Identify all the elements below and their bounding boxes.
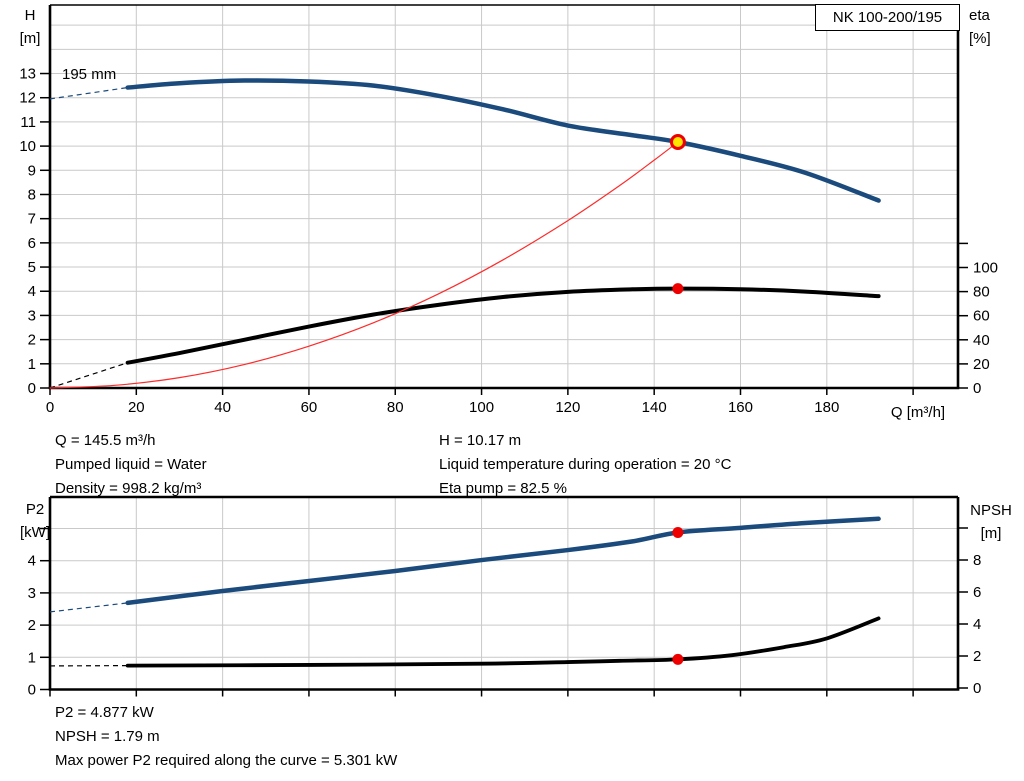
left-tick-label: 8	[28, 186, 36, 203]
h-axis-title: H [m]	[12, 4, 48, 50]
eta-axis-unit: [%]	[969, 30, 991, 47]
left-tick-label: 13	[19, 66, 36, 83]
left-tick-label: 12	[19, 90, 36, 107]
right-tick-label: 100	[973, 260, 998, 277]
eta-axis-symbol: eta	[969, 7, 990, 24]
head-curve-195mm	[125, 78, 881, 203]
p2-axis-unit: [kW]	[20, 524, 50, 541]
x-tick-label: 40	[214, 399, 231, 416]
npsh-point[interactable]	[672, 653, 684, 665]
eta-axis-title: eta [%]	[969, 4, 1019, 50]
left-tick-label: 3	[28, 585, 36, 602]
right-tick-label: 0	[973, 680, 981, 697]
left-tick-label: 2	[28, 617, 36, 634]
right-tick-label: 0	[973, 380, 981, 397]
p2-curve-extrapolated	[49, 602, 128, 613]
left-tick-label: 7	[28, 211, 36, 228]
result-info: P2 = 4.877 kW NPSH = 1.79 m Max power P2…	[55, 701, 397, 773]
npsh-curve	[125, 616, 881, 668]
x-tick-label: 160	[728, 399, 753, 416]
left-tick-label: 10	[19, 138, 36, 155]
x-tick-label: 140	[642, 399, 667, 416]
density-text: Density = 998.2 kg/m³	[55, 480, 202, 497]
right-tick-label: 60	[973, 308, 990, 325]
pumped-liquid-text: Pumped liquid = Water	[55, 456, 207, 473]
left-tick-label: 9	[28, 162, 36, 179]
x-tick-label: 100	[469, 399, 494, 416]
left-tick-label: 4	[28, 553, 36, 570]
q-axis-title: Q [m³/h]	[890, 404, 946, 421]
head-curve-195mm-extrapolated	[49, 86, 128, 100]
p2-axis-title: P2 [kW]	[8, 498, 62, 544]
right-tick-label: 4	[973, 616, 981, 633]
left-tick-label: 2	[28, 332, 36, 349]
npsh-axis-symbol: NPSH	[970, 502, 1012, 519]
left-tick-label: 4	[28, 283, 36, 300]
left-tick-label: 6	[28, 235, 36, 252]
efficiency-curve-extrapolated	[49, 362, 128, 389]
h-axis-symbol: H	[24, 7, 36, 24]
duty-info-right: H = 10.17 m Liquid temperature during op…	[439, 429, 731, 501]
left-tick-label: 0	[28, 380, 36, 397]
right-tick-label: 6	[973, 584, 981, 601]
liquid-temperature-text: Liquid temperature during operation = 20…	[439, 456, 732, 473]
x-tick-label: 0	[46, 399, 54, 416]
h-axis-unit: [m]	[19, 30, 41, 47]
duty-q-text: Q = 145.5 m³/h	[55, 432, 156, 449]
x-tick-label: 180	[814, 399, 839, 416]
right-tick-label: 20	[973, 356, 990, 373]
left-tick-label: 1	[28, 649, 36, 666]
p2-axis-symbol: P2	[25, 501, 45, 518]
duty-info-left: Q = 145.5 m³/h Pumped liquid = Water Den…	[55, 429, 207, 501]
x-tick-label: 60	[301, 399, 318, 416]
x-tick-label: 120	[555, 399, 580, 416]
left-tick-label: 5	[28, 259, 36, 276]
system-curve	[49, 141, 679, 389]
right-tick-label: 2	[973, 648, 981, 665]
pump-type-box: NK 100-200/195	[815, 4, 960, 31]
efficiency-point[interactable]	[672, 283, 684, 295]
npsh-axis-title: NPSH [m]	[962, 499, 1020, 545]
p2-curve	[125, 516, 881, 606]
left-tick-label: 1	[28, 356, 36, 373]
right-tick-label: 80	[973, 284, 990, 301]
duty-point[interactable]	[669, 133, 686, 150]
efficiency-curve	[125, 286, 881, 365]
right-tick-label: 40	[973, 332, 990, 349]
right-tick-label: 8	[973, 552, 981, 569]
p2-point[interactable]	[672, 526, 684, 538]
npsh-axis-unit: [m]	[980, 525, 1002, 542]
x-tick-label: 80	[387, 399, 404, 416]
head-efficiency-chart: 0 20 40 60 80 100 120 140 160 1800123456789101112…	[19, 4, 998, 416]
eta-pump-text: Eta pump = 82.5 %	[439, 480, 567, 497]
x-tick-label: 20	[128, 399, 145, 416]
duty-h-text: H = 10.17 m	[439, 432, 522, 449]
npsh-result-text: NPSH = 1.79 m	[55, 728, 160, 745]
left-tick-label: 11	[20, 114, 36, 131]
left-tick-label: 0	[28, 682, 36, 699]
left-tick-label: 3	[28, 307, 36, 324]
max-power-text: Max power P2 required along the curve = …	[55, 752, 398, 769]
power-npsh-chart: 0 1 2 3 4 0 2 4 6 8	[28, 495, 981, 699]
impeller-diameter-label: 195 mm	[62, 66, 117, 83]
p2-result-text: P2 = 4.877 kW	[55, 704, 154, 721]
